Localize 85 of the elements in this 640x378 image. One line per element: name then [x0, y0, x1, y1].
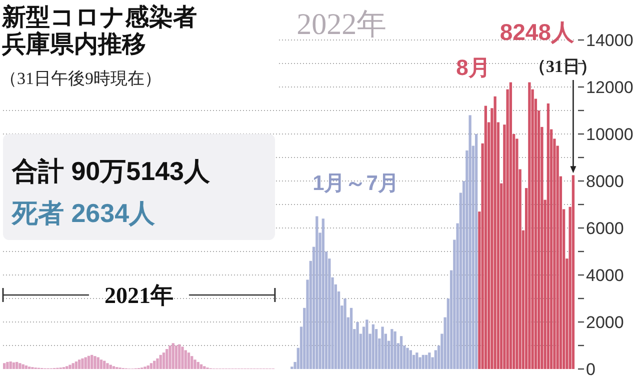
bar [103, 360, 106, 369]
y-tick-label: 2000 [586, 313, 624, 332]
text: （31日午後9時現在） [0, 69, 162, 88]
bar [428, 352, 431, 369]
bar [100, 360, 103, 369]
bar [416, 352, 418, 369]
bar [400, 336, 403, 369]
bar [484, 106, 488, 369]
bar [3, 363, 6, 369]
y-tick-label: 8000 [586, 172, 624, 191]
bar [172, 343, 174, 369]
bar [194, 360, 196, 369]
annotation: 2022年 [296, 8, 387, 41]
bar [168, 346, 172, 369]
bar [18, 363, 22, 369]
y-tick-label: 10000 [586, 125, 634, 144]
bar [187, 352, 190, 369]
bar [9, 361, 12, 369]
bar [203, 366, 206, 369]
bar [200, 364, 203, 369]
bar [74, 361, 78, 369]
bar [150, 363, 153, 369]
bar [181, 346, 184, 369]
bar [106, 363, 109, 369]
bar [112, 366, 116, 369]
y-tick-label: 4000 [586, 266, 624, 285]
annotation: 2021年 [104, 283, 174, 308]
y-tick-label: 6000 [586, 219, 624, 238]
bar [394, 331, 396, 369]
annotation: 8月 [456, 55, 490, 80]
bar [166, 349, 168, 369]
bar [509, 82, 512, 369]
bar [366, 320, 368, 369]
bar [84, 357, 87, 369]
bar [146, 365, 150, 369]
bar [572, 175, 575, 369]
bar [344, 298, 346, 369]
bar [474, 134, 478, 369]
bar [90, 354, 94, 369]
bar [528, 82, 531, 369]
bar [424, 354, 428, 369]
bar [468, 115, 472, 369]
bar [68, 364, 72, 369]
bar [24, 365, 28, 369]
bar [184, 350, 187, 369]
bar [96, 357, 100, 369]
y-tick-label: 12000 [586, 78, 634, 97]
bar [156, 358, 159, 369]
y-tick-label: 0 [586, 360, 596, 378]
bar [81, 358, 84, 369]
bar [406, 348, 409, 369]
y-tick-label: 14000 [586, 31, 634, 50]
bar [316, 216, 318, 369]
bar [94, 356, 96, 369]
bar [178, 344, 181, 369]
bar [190, 356, 194, 369]
bar [546, 103, 550, 369]
bar [196, 362, 200, 369]
bar [12, 362, 16, 369]
bar [174, 346, 178, 369]
bar [153, 360, 156, 369]
bar [422, 354, 424, 369]
annotation: （31日） [529, 57, 597, 76]
bar [78, 360, 81, 369]
bar [322, 218, 324, 369]
bar [409, 350, 412, 369]
bar [381, 326, 384, 369]
annotation: 1月～7月 [312, 172, 399, 195]
bar [6, 362, 9, 369]
bar [350, 308, 353, 369]
annotation: 死者 2634人 [11, 198, 156, 228]
annotation: 8248人 [500, 19, 575, 45]
text: 新型コロナ感染者兵庫県内推移 [1, 4, 197, 58]
bar [162, 352, 166, 369]
bar [356, 322, 359, 369]
bar [372, 324, 374, 369]
bar [494, 96, 496, 369]
annotation: 合計 90万5143人 [11, 156, 211, 186]
bar [159, 354, 162, 369]
bar [22, 364, 24, 369]
bar [72, 363, 74, 369]
bar [87, 356, 90, 369]
bar [16, 362, 18, 369]
bar [390, 329, 394, 369]
bar [66, 366, 68, 369]
